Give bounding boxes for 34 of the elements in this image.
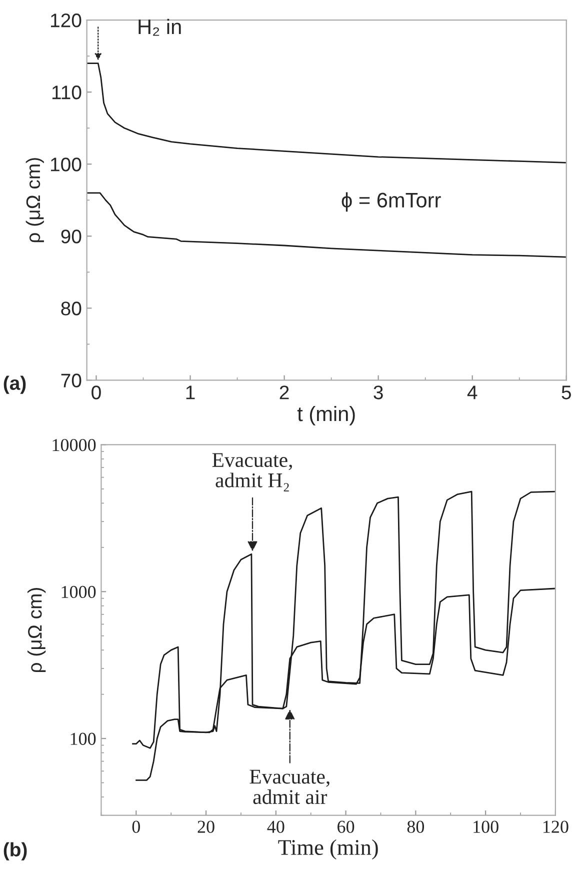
y-axis-title: ρ (μΩ cm) xyxy=(26,158,44,242)
x-tick-label: 0 xyxy=(92,386,101,400)
line-series xyxy=(86,62,566,164)
y-tick-label: 90 xyxy=(61,230,82,244)
y-tick-label: 120 xyxy=(51,14,82,28)
x-tick-label: 80 xyxy=(407,820,424,833)
annotation: H₂ in xyxy=(138,18,181,36)
x-tick-label: 120 xyxy=(543,820,568,833)
text: (a) xyxy=(4,376,26,394)
annotation: Evacuate, admit air xyxy=(250,770,330,804)
x-tick-label: 3 xyxy=(374,386,383,400)
x-tick-label: 5 xyxy=(562,386,571,400)
x-tick-label: 100 xyxy=(474,820,498,833)
y-tick-label: 100 xyxy=(70,732,96,745)
text: (b) xyxy=(4,842,27,860)
y-tick-label: 1000 xyxy=(62,586,96,598)
y-tick-label: 80 xyxy=(61,302,82,316)
x-tick-label: 60 xyxy=(338,820,354,833)
x-tick-label: 1 xyxy=(186,386,195,400)
y-tick-label: 100 xyxy=(51,158,82,172)
x-tick-label: 4 xyxy=(467,386,478,400)
x-tick-label: 2 xyxy=(280,386,289,400)
x-axis-title: t (min) xyxy=(297,406,355,426)
x-tick-label: 0 xyxy=(132,820,140,833)
y-tick-label: 10000 xyxy=(52,438,96,452)
annotation: ϕ = 6mTorr xyxy=(342,192,441,212)
y-tick-label: 70 xyxy=(61,374,82,388)
annotation: Evacuate, admit H₂ xyxy=(212,453,292,492)
y-axis-title: ρ (μΩ cm) xyxy=(28,588,46,672)
y-tick-label: 110 xyxy=(52,86,82,100)
x-tick-label: 20 xyxy=(198,820,214,833)
x-axis-title: Time (min) xyxy=(278,839,378,860)
x-tick-label: 40 xyxy=(267,820,284,833)
line-series xyxy=(86,192,566,258)
